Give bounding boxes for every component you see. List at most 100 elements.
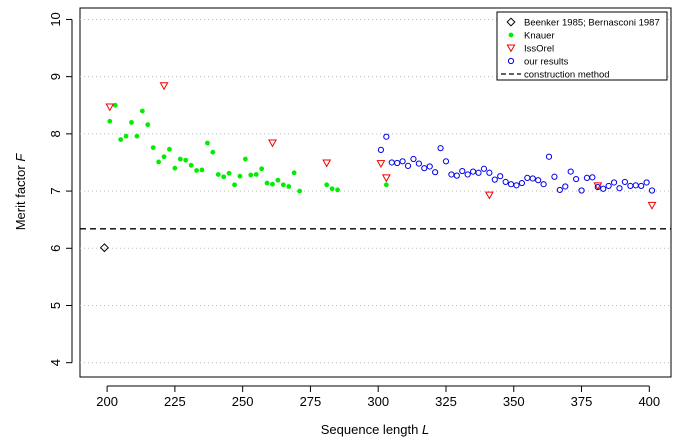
- data-point: [172, 165, 178, 171]
- data-point: [286, 184, 292, 189]
- legend-symbol: [507, 57, 515, 65]
- x-axis-title: Sequence length L: [321, 422, 429, 437]
- y-tick-label: 10: [48, 12, 63, 26]
- data-point: [562, 183, 569, 190]
- data-point: [593, 182, 603, 191]
- data-point: [545, 153, 553, 160]
- data-point: [150, 145, 156, 150]
- data-point: [194, 168, 199, 173]
- x-tick-label: 400: [638, 394, 660, 409]
- data-point: [616, 185, 623, 192]
- data-point: [280, 182, 286, 188]
- data-point: [480, 165, 488, 172]
- y-tick-label: 6: [48, 245, 63, 252]
- data-point: [497, 173, 504, 180]
- data-point: [621, 178, 629, 186]
- data-point: [426, 163, 433, 170]
- data-point: [540, 181, 547, 188]
- data-point: [388, 159, 395, 166]
- plot-frame: [79, 7, 672, 378]
- data-point: [453, 172, 460, 179]
- data-point: [268, 139, 277, 148]
- data-point: [329, 186, 335, 192]
- data-point: [188, 162, 194, 168]
- data-point: [177, 156, 183, 162]
- data-point: [118, 137, 124, 142]
- legend-label: Beenker 1985; Bernasconi 1987: [524, 18, 660, 29]
- data-point: [159, 82, 169, 91]
- series-issorel: [105, 82, 657, 210]
- data-point: [442, 158, 450, 165]
- data-point: [112, 102, 118, 108]
- y-axis-title: Merit factor F: [13, 153, 28, 231]
- data-point: [215, 172, 221, 177]
- data-point: [594, 183, 601, 191]
- x-tick-label: 375: [571, 394, 593, 409]
- data-point: [421, 165, 428, 172]
- data-point: [139, 108, 145, 114]
- data-point: [275, 177, 281, 183]
- legend-entry: IssOrel: [506, 44, 554, 55]
- data-point: [573, 175, 580, 183]
- data-point: [107, 118, 113, 124]
- data-point: [410, 155, 417, 163]
- data-point: [464, 171, 471, 178]
- legend-label: IssOrel: [524, 44, 554, 55]
- data-point: [448, 171, 455, 178]
- data-point: [518, 179, 525, 187]
- data-point: [377, 146, 385, 153]
- data-point: [399, 158, 406, 165]
- y-axis-variable: F: [13, 153, 28, 162]
- data-point: [507, 181, 515, 188]
- data-point: [415, 160, 422, 167]
- x-tick-label: 275: [300, 394, 322, 409]
- data-point: [605, 182, 612, 190]
- data-point: [232, 182, 237, 188]
- data-point: [123, 133, 129, 139]
- x-tick-label: 325: [435, 394, 457, 409]
- y-tick-label: 8: [48, 130, 63, 137]
- data-point: [529, 175, 536, 182]
- x-axis-variable: L: [422, 422, 429, 437]
- x-tick-label: 300: [367, 394, 389, 409]
- data-point: [161, 154, 167, 160]
- data-point: [556, 186, 563, 194]
- data-point: [242, 156, 248, 162]
- series-beenker-1985-bernasconi-1987: [99, 243, 109, 253]
- data-point: [475, 169, 482, 176]
- legend-entry: Knauer: [508, 31, 555, 42]
- data-point: [502, 178, 509, 186]
- legend-entry: our results: [507, 57, 569, 68]
- data-point: [610, 179, 618, 186]
- data-point: [259, 166, 265, 172]
- data-point: [469, 168, 477, 175]
- data-point: [383, 133, 390, 140]
- legend-symbol: [506, 17, 516, 27]
- data-point: [394, 159, 401, 167]
- data-point: [99, 243, 109, 253]
- data-point: [264, 180, 270, 186]
- data-point: [648, 187, 656, 194]
- data-point: [578, 187, 585, 194]
- data-points: [99, 82, 657, 253]
- data-point: [167, 146, 172, 152]
- data-point: [183, 157, 189, 163]
- data-point: [437, 145, 444, 152]
- data-point: [381, 174, 391, 183]
- data-point: [226, 170, 232, 176]
- data-point: [535, 177, 542, 184]
- data-point: [324, 182, 330, 188]
- data-point: [459, 167, 466, 175]
- y-tick-label: 5: [48, 302, 63, 309]
- legend-entry: construction method: [501, 70, 610, 81]
- x-axis: 200 225 250 275 300 325 350 375 400: [96, 385, 660, 409]
- legend-label: our results: [524, 57, 569, 68]
- data-point: [513, 182, 520, 189]
- data-point: [647, 201, 657, 210]
- data-point: [376, 160, 386, 169]
- data-point: [632, 182, 639, 189]
- data-point: [383, 182, 389, 188]
- y-tick-label: 7: [48, 187, 63, 194]
- legend-symbol: [508, 32, 514, 38]
